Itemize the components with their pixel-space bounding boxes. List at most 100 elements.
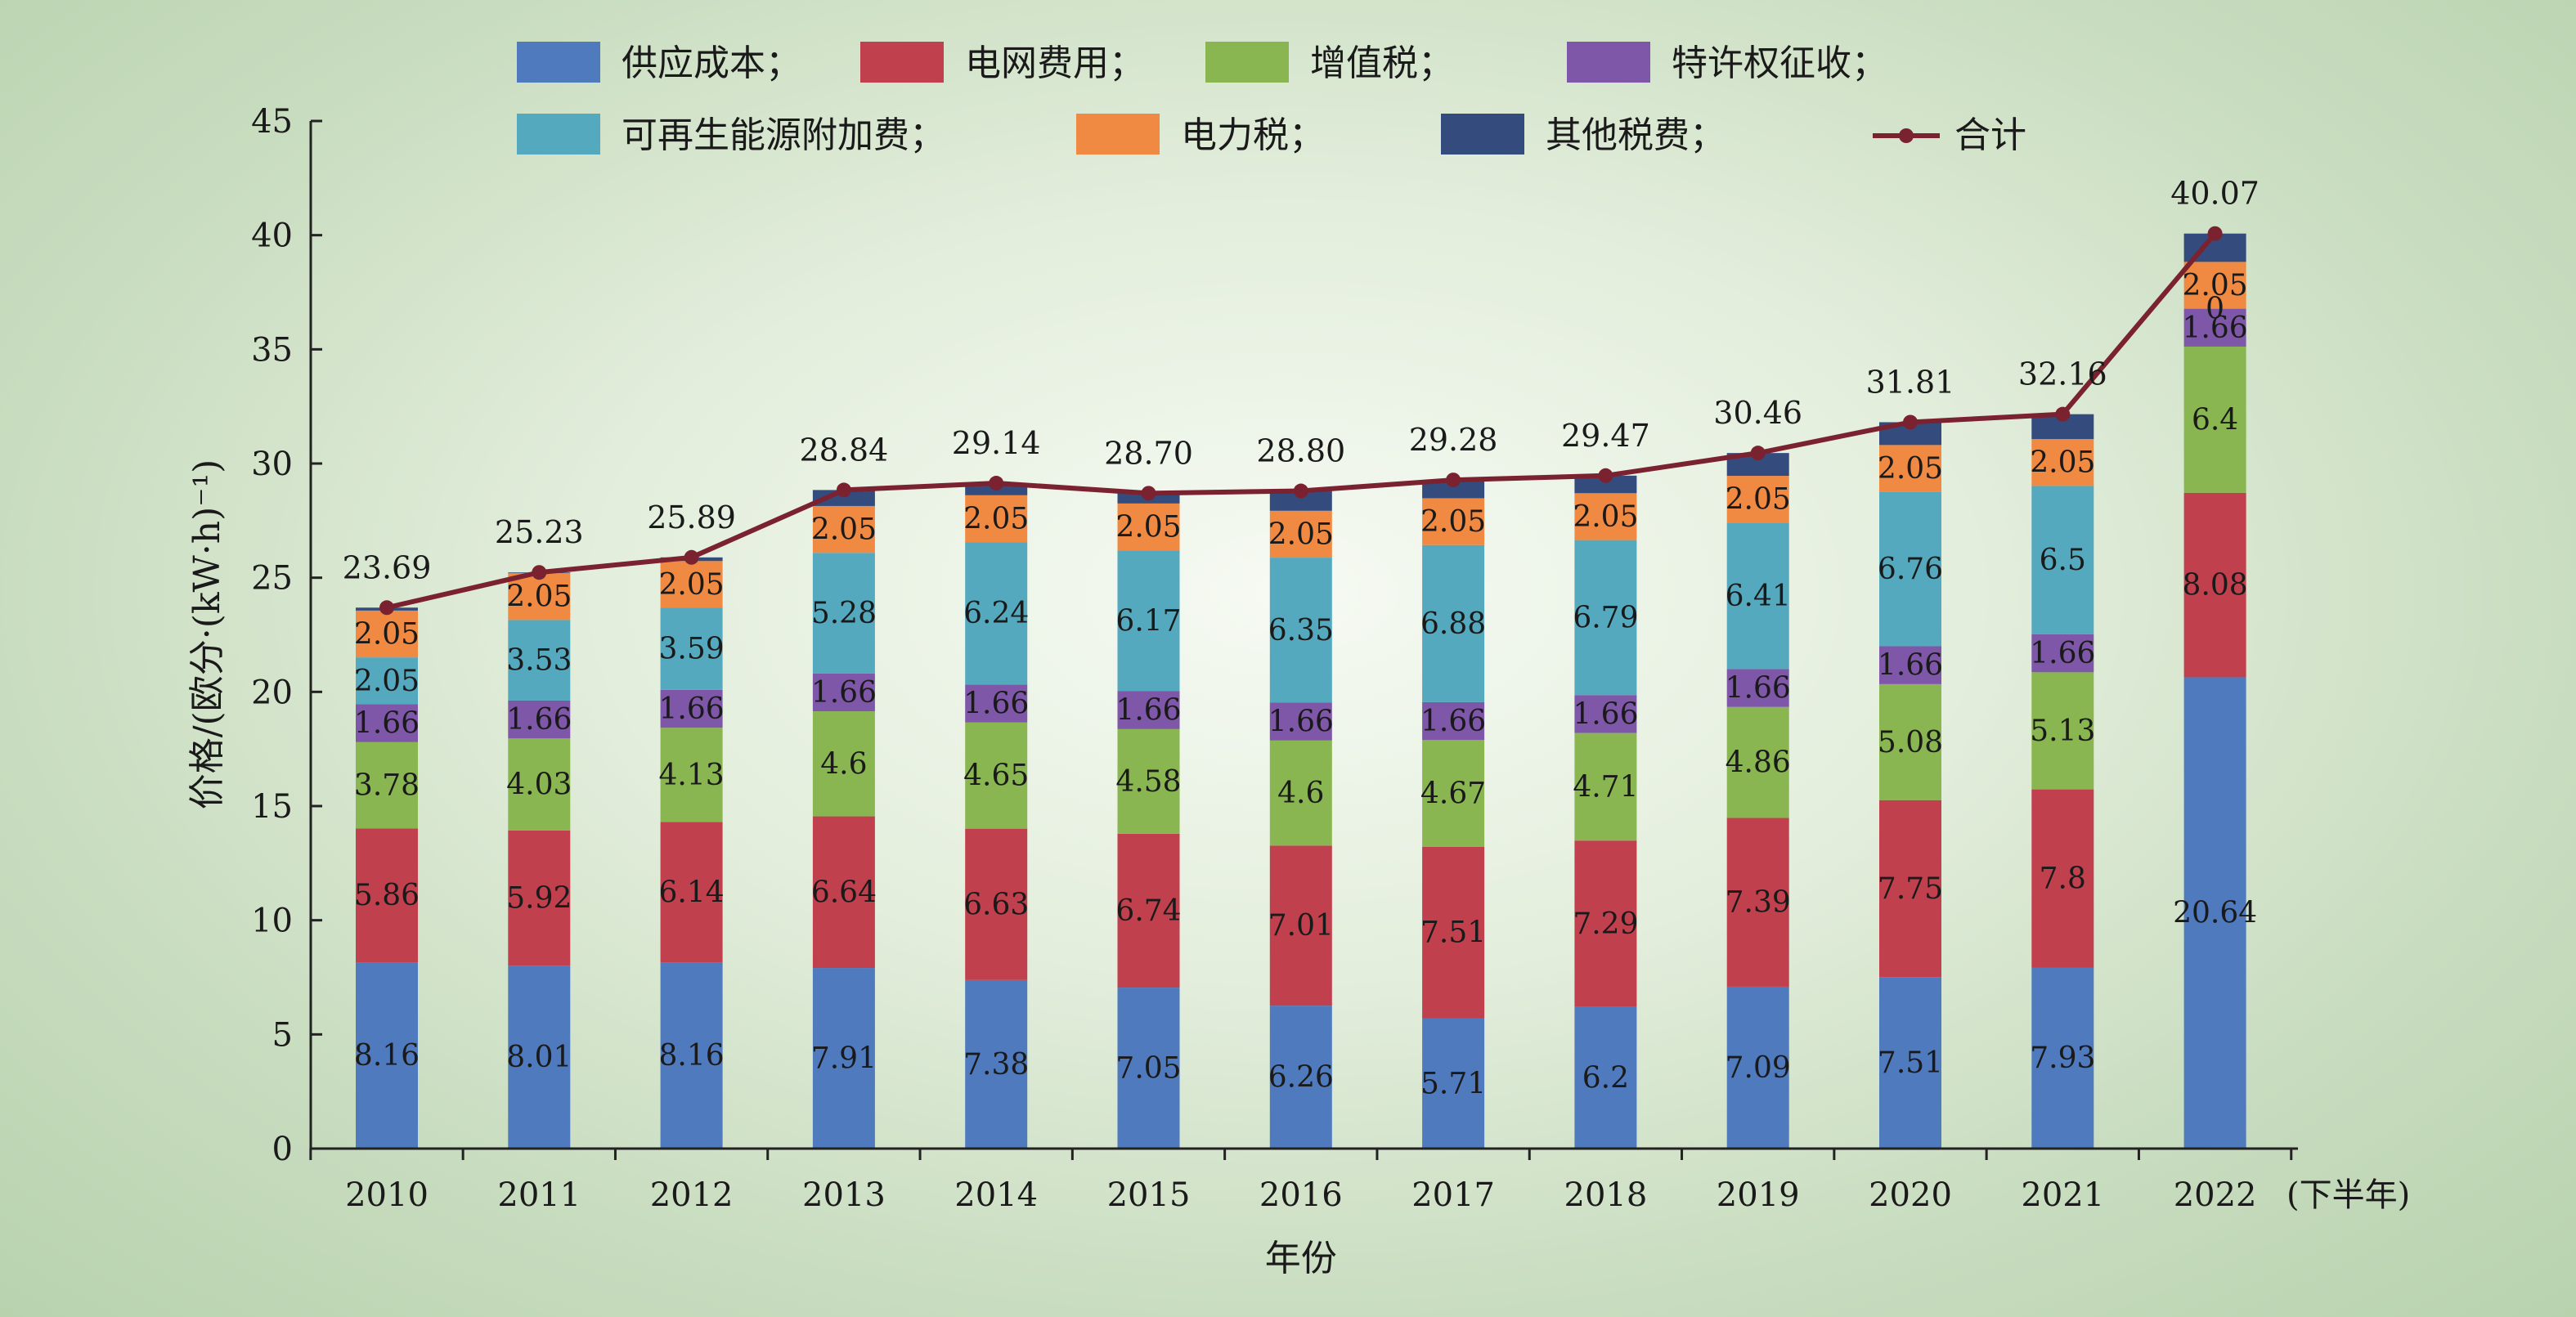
legend-swatch: [1567, 42, 1650, 83]
segment-value-label: 4.03: [506, 768, 572, 802]
bar-segment: [1422, 498, 1485, 545]
segment-value-label: 7.38: [963, 1048, 1029, 1082]
bar-segment: [508, 965, 571, 1149]
y-tick-label: 35: [251, 331, 293, 369]
segment-value-label: 8.16: [659, 1039, 725, 1073]
total-point: [2055, 406, 2071, 422]
segment-value-label: 4.65: [963, 759, 1029, 793]
bar-segment: [1574, 493, 1637, 540]
total-point: [2207, 226, 2223, 241]
segment-value-label: 1.66: [506, 703, 572, 737]
segment-value-label: 7.39: [1726, 886, 1791, 920]
y-tick-label: 10: [251, 903, 293, 940]
bar-segment: [1117, 550, 1180, 692]
x-axis-note: (下半年): [2287, 1176, 2410, 1214]
segment-value-label: 2.05: [2183, 269, 2248, 302]
bar-segment: [812, 553, 875, 674]
segment-value-label: 6.74: [1115, 894, 1181, 928]
segment-value-label: 4.71: [1573, 770, 1638, 804]
bar-segment: [965, 979, 1028, 1149]
legend-label: 合计: [1954, 114, 2026, 156]
segment-value-label: 4.86: [1726, 746, 1791, 780]
bar-segment: [508, 738, 571, 831]
x-tick-label: 2013: [802, 1176, 886, 1214]
segment-value-label: 6.35: [1268, 614, 1334, 647]
segment-value-label: 7.29: [1573, 907, 1638, 941]
legend-label: 供应成本；: [622, 43, 801, 84]
bar-segment: [1422, 1018, 1485, 1149]
bar-segment: [1726, 669, 1789, 707]
segment-value-label: 6.24: [963, 597, 1029, 630]
segment-value-label: 4.67: [1420, 777, 1486, 810]
segment-value-label: 6.41: [1726, 580, 1791, 613]
bar-segment: [660, 962, 723, 1149]
total-point: [1141, 486, 1156, 501]
segment-value-label: 7.09: [1726, 1051, 1791, 1085]
bars: [356, 233, 2246, 1149]
bar-segment: [1269, 558, 1332, 703]
legend-line-marker: [1899, 128, 1914, 143]
segment-value-label: 1.66: [659, 692, 725, 726]
bar-segment: [1117, 503, 1180, 551]
bar-segment: [356, 704, 418, 742]
y-tick-label: 5: [272, 1016, 293, 1054]
bar-segment: [1117, 988, 1180, 1149]
bar-segment: [812, 673, 875, 712]
bar-segment: [356, 828, 418, 963]
x-tick-label: 2017: [1411, 1176, 1495, 1214]
legend-label: 增值税；: [1310, 43, 1454, 84]
segment-value-label: 7.01: [1268, 909, 1334, 943]
bar-segment: [1574, 732, 1637, 841]
segment-value-label: 7.75: [1878, 872, 1943, 906]
segment-value-label: 6.14: [659, 876, 725, 909]
bar-segment: [812, 816, 875, 969]
segment-value-label: 0: [2206, 293, 2224, 326]
bar-segment: [1269, 702, 1332, 741]
bar-segment: [1574, 475, 1637, 494]
segment-value-label: 4.13: [659, 759, 725, 792]
segment-value-label: 6.2: [1582, 1061, 1629, 1095]
segment-value-label: 8.01: [506, 1041, 572, 1074]
legend: 供应成本； 电网费用； 增值税； 特许权征收； 可再生能源附加费； 电力税； 其他税费； 合计: [517, 42, 2026, 156]
bar-segment: [2183, 262, 2246, 309]
total-value-label: 30.46: [1713, 395, 1802, 431]
segment-value-label: 2.05: [1115, 511, 1181, 544]
bar-segment: [965, 722, 1028, 829]
total-line: 23.69 25.23 25.89 28.84 29.14 28.70 28.80 29.28…: [343, 176, 2260, 616]
bar-segment: [812, 490, 875, 506]
bar-segment: [1117, 833, 1180, 988]
segment-value-label: 6.17: [1115, 604, 1181, 638]
bar-segment: [1269, 510, 1332, 558]
legend-swatch: [1441, 114, 1524, 155]
segment-value-label: 7.8: [2040, 862, 2086, 896]
bar-segment: [2031, 789, 2094, 968]
bar-segment: [2183, 492, 2246, 678]
total-point: [1598, 468, 1613, 483]
total-point: [989, 476, 1004, 491]
x-tick-label: 2010: [345, 1176, 429, 1214]
legend-label: 可再生能源附加费；: [622, 114, 945, 156]
total-point: [1750, 446, 1766, 461]
segment-value-label: 2.05: [963, 502, 1029, 535]
segment-value-label: 5.08: [1878, 726, 1943, 759]
total-value-label: 32.16: [2018, 356, 2107, 392]
y-axis-title: 价格/(欧分·(kW·h)⁻¹): [186, 459, 228, 810]
total-value-label: 23.69: [343, 549, 432, 585]
bar-segment: [1422, 846, 1485, 1019]
segment-value-label: 3.59: [659, 633, 725, 666]
bar-segment: [660, 822, 723, 963]
bar-segment: [1422, 544, 1485, 702]
segment-value-label: 6.4: [2192, 403, 2238, 437]
bar-segment: [660, 689, 723, 728]
total-value-label: 25.89: [647, 499, 736, 535]
x-axis: 2010 2011 2012 2013 2014 2015 2016 2017 2018 2019…: [309, 1147, 2298, 1214]
bar-segment: [1574, 540, 1637, 696]
bar-segment: [1879, 491, 1941, 647]
total-value-label: 31.81: [1866, 364, 1955, 400]
y-tick-label: 45: [251, 103, 293, 141]
bar-segment: [1879, 646, 1941, 684]
bar-segment: [1879, 445, 1941, 492]
segment-value-label: 5.13: [2030, 714, 2095, 748]
bar-segment: [1726, 986, 1789, 1149]
segment-value-label: 1.66: [1420, 705, 1486, 738]
